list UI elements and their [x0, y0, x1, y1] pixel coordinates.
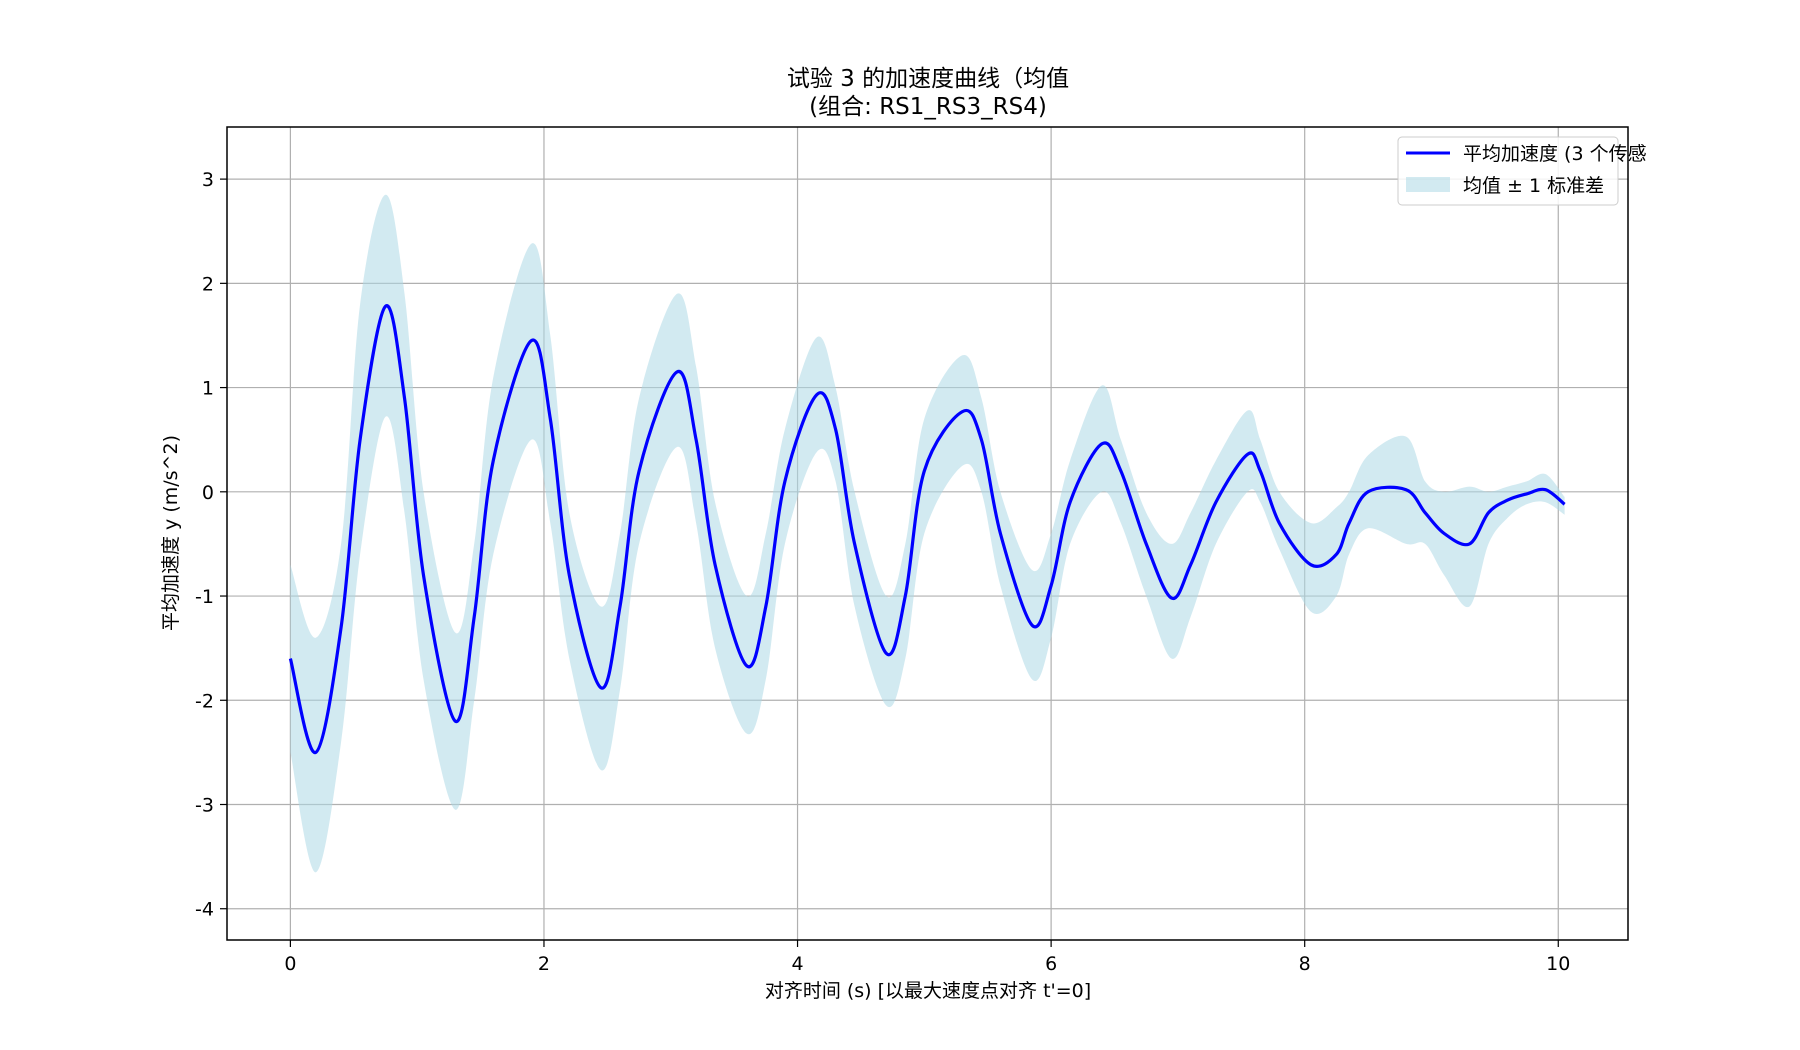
y-tick-label: -2	[195, 690, 214, 712]
y-tick-label: 1	[202, 378, 214, 400]
x-tick-label: 6	[1045, 953, 1057, 975]
x-tick-label: 10	[1546, 953, 1570, 975]
x-axis-label: 对齐时间 (s) [以最大速度点对齐 t'=0]	[765, 980, 1091, 1002]
x-tick-label: 4	[791, 953, 803, 975]
y-tick-label: 2	[202, 273, 214, 295]
x-tick-label: 8	[1299, 953, 1311, 975]
std-band-layer	[290, 194, 1565, 873]
y-axis-ticks: 3 2 1 0 -1 -2 -3 -4	[195, 169, 227, 921]
x-axis-ticks: 0 2 4 6 8 10	[284, 940, 1570, 975]
mean-line-layer	[288, 304, 1566, 755]
y-tick-label: -4	[195, 899, 214, 921]
legend-box	[1397, 136, 1619, 206]
legend-band-swatch	[1406, 177, 1450, 192]
y-tick-label: 3	[202, 169, 214, 191]
mean-acceleration-line	[288, 304, 1566, 755]
y-tick-label: -3	[195, 795, 214, 817]
x-tick-label: 2	[538, 953, 550, 975]
y-tick-label: -1	[195, 586, 214, 608]
legend-band-label: 均值 ± 1 标准差	[1463, 175, 1604, 197]
chart-title: 试验 3 的加速度曲线（均值	[787, 66, 1069, 92]
x-tick-label: 0	[284, 953, 296, 975]
legend-mean-label: 平均加速度 (3 个传感	[1463, 143, 1647, 165]
plot-area-frame	[226, 126, 1629, 941]
std-band	[290, 194, 1565, 873]
chart-subtitle: (组合: RS1_RS3_RS4)	[809, 94, 1047, 120]
y-tick-label: 0	[202, 482, 214, 504]
legend: 平均加速度 (3 个传感 均值 ± 1 标准差	[1397, 136, 1647, 206]
y-axis-label: 平均加速度 y (m/s^2)	[160, 435, 182, 631]
